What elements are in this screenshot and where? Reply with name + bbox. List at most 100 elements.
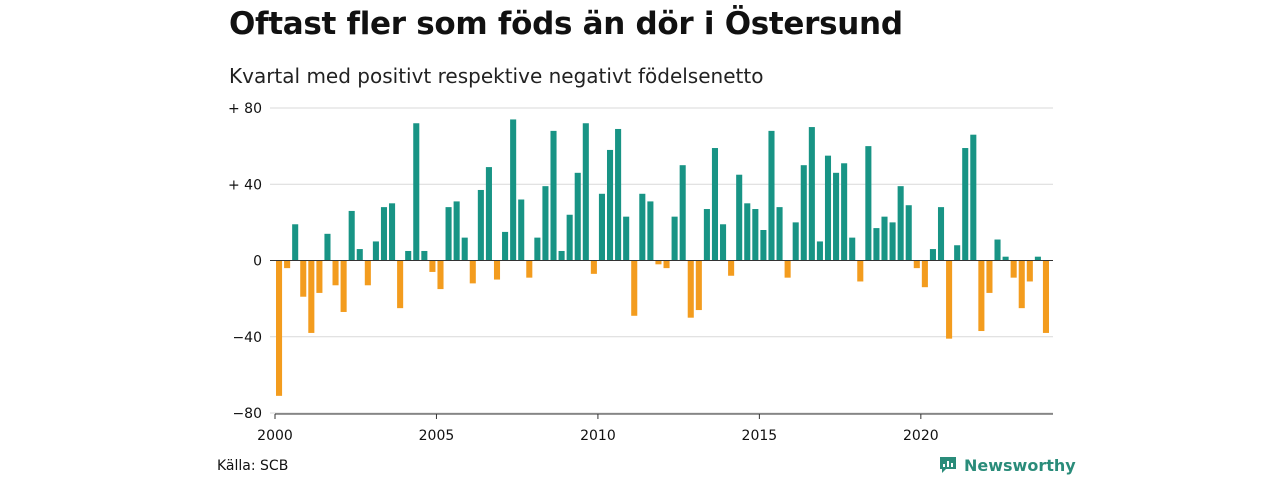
bar [679,165,686,261]
bar [606,149,614,261]
bar [332,260,339,286]
bar [598,193,605,261]
bar [453,201,460,261]
bar [849,237,856,261]
bar-chart: + 80 + 40 0 −40 −80 2000 2005 2010 2015 2020 [228,101,1053,444]
bar [348,210,355,261]
gridlines [270,107,1053,414]
bar [558,250,565,261]
bar [631,260,638,316]
bar [905,205,912,261]
brand-name: Newsworthy [964,455,1076,475]
bar [800,165,807,261]
bar [550,130,557,261]
bar [881,216,888,261]
bar [340,260,347,312]
bar [1042,260,1049,333]
bar [518,199,525,261]
bar [413,123,420,261]
bar [921,260,928,288]
bar [397,260,404,309]
bar [711,148,719,261]
bar [824,155,832,261]
bar [937,207,945,261]
bar [970,134,977,261]
y-tick-label: + 40 [228,177,262,193]
bar [615,128,622,261]
bar [897,186,904,261]
bar [445,207,452,261]
x-tick-label: 2010 [580,428,616,444]
bar [1018,260,1025,309]
bar [744,203,751,261]
bar [308,260,315,333]
brand-logo: Newsworthy [938,455,1076,475]
bar [695,260,702,311]
bar [962,148,969,261]
bar [663,260,670,269]
bar [461,237,468,261]
bar [1026,260,1033,282]
bar [978,260,985,332]
y-tick-label: + 80 [228,101,262,117]
chart-title: Oftast fler som föds än dör i Östersund [229,6,903,42]
bar [873,228,880,261]
bar [728,260,735,276]
axes: + 80 + 40 0 −40 −80 2000 2005 2010 2015 2020 [228,101,1053,444]
bar [623,216,630,261]
source-note: Källa: SCB [217,458,289,474]
bar [284,260,291,269]
bar [768,130,775,261]
y-tick-label: −80 [232,406,262,422]
bar [276,260,283,396]
bar [590,260,597,274]
bar [841,163,848,261]
bar [639,193,646,261]
bar [865,146,872,261]
bar [574,172,581,261]
y-tick-label: −40 [232,330,262,346]
bar [364,260,371,286]
bar [784,260,791,278]
bar [405,250,412,261]
bar [760,230,767,261]
bar [986,260,993,293]
bars [276,119,1049,396]
x-tick-label: 2005 [419,428,455,444]
bar [469,260,476,284]
bar [671,216,678,261]
bar [792,222,799,261]
bar [493,260,501,280]
bar [542,186,549,261]
bar [1002,256,1009,261]
bar [647,201,654,261]
bar [889,222,896,261]
bar [1034,256,1041,261]
bar [776,207,783,261]
bar [1010,260,1017,278]
x-tick-label: 2020 [903,428,939,444]
bar [994,239,1001,261]
bar [857,260,864,282]
bar [752,209,759,261]
bar [655,260,662,265]
newsworthy-logo-icon [940,457,956,473]
bar [808,127,815,261]
bar [954,245,961,261]
bar [372,241,379,261]
bar [816,241,823,261]
bar [946,260,953,339]
bar [929,249,936,261]
bar [913,260,920,269]
bar [582,123,589,261]
bar [566,214,573,261]
bar [380,207,388,261]
bar [526,260,533,278]
bar [437,260,444,290]
bar [356,249,363,261]
x-tick-label: 2015 [742,428,778,444]
y-tick-label: 0 [253,254,262,270]
bar [703,209,710,261]
bar [502,231,509,261]
bar [316,260,323,293]
